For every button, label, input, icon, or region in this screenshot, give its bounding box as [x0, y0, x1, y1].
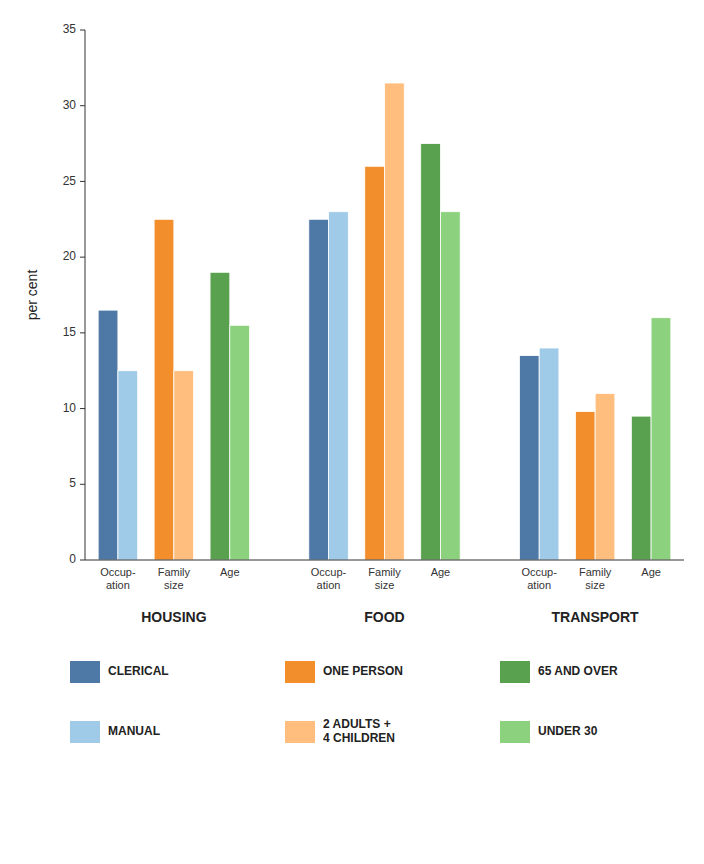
bar [519, 356, 539, 560]
bar [421, 144, 441, 560]
x-tick-label: Occup-ation [521, 566, 557, 591]
text-line: Occup- [521, 566, 557, 578]
text-line: ONE PERSON [323, 664, 403, 678]
y-tick [80, 30, 85, 31]
legend-swatch [500, 721, 530, 743]
x-tick-label: Familysize [579, 566, 612, 591]
text-line: Family [158, 566, 191, 578]
bar [575, 412, 595, 560]
y-tick [80, 181, 85, 182]
bar [631, 416, 651, 560]
x-tick-label: Occup-ation [311, 566, 347, 591]
y-tick-label: 5 [69, 476, 76, 490]
y-tick [80, 408, 85, 409]
legend-swatch [500, 661, 530, 683]
text-line: Occup- [311, 566, 347, 578]
bar [595, 393, 615, 560]
legend-swatch [285, 661, 315, 683]
group-label: FOOD [364, 609, 404, 625]
bar [230, 325, 250, 560]
bar [118, 371, 138, 560]
y-tick-label: 25 [63, 174, 77, 188]
x-tick-label: Occup-ation [100, 566, 136, 591]
y-tick-label: 15 [63, 325, 77, 339]
y-axis-label: per cent [24, 270, 40, 321]
y-tick-label: 20 [63, 249, 77, 263]
y-tick-label: 10 [63, 401, 77, 415]
bar [440, 212, 460, 560]
legend-label: UNDER 30 [538, 724, 598, 738]
text-line: size [375, 579, 395, 591]
legend-label: CLERICAL [108, 664, 169, 678]
bar [174, 371, 194, 560]
x-axis: Occup-ationFamilysizeAgeHOUSINGOccup-ati… [85, 560, 684, 625]
bar [539, 348, 559, 560]
legend-label: 2 ADULTS +4 CHILDREN [323, 717, 395, 745]
legend-label: MANUAL [108, 724, 160, 738]
bar [385, 83, 405, 560]
text-line: 65 AND OVER [538, 664, 618, 678]
x-tick-label: Age [431, 566, 451, 578]
bar [365, 166, 385, 560]
legend-label: ONE PERSON [323, 664, 403, 678]
text-line: size [585, 579, 605, 591]
text-line: Family [368, 566, 401, 578]
bars [98, 83, 671, 560]
y-tick [80, 332, 85, 333]
text-line: Age [220, 566, 240, 578]
group-label: TRANSPORT [552, 609, 640, 625]
text-line: UNDER 30 [538, 724, 598, 738]
x-tick-label: Familysize [368, 566, 401, 591]
text-line: Age [431, 566, 451, 578]
text-line: size [164, 579, 184, 591]
text-line: Age [641, 566, 661, 578]
chart: 05101520253035per centOccup-ationFamilys… [0, 0, 704, 864]
text-line: ation [527, 579, 551, 591]
y-tick [80, 257, 85, 258]
text-line: Occup- [100, 566, 136, 578]
bar [309, 219, 329, 560]
y-tick-label: 35 [63, 22, 77, 36]
text-line: 4 CHILDREN [323, 731, 395, 745]
bar [651, 318, 671, 560]
x-tick-label: Familysize [158, 566, 191, 591]
x-axis-line [85, 560, 684, 561]
text-line: CLERICAL [108, 664, 169, 678]
y-axis: 0 5 10 15 20 25 30 35 [63, 22, 85, 566]
text-line: ation [317, 579, 341, 591]
legend-swatch [285, 721, 315, 743]
y-tick [80, 560, 85, 561]
y-tick-label: 30 [63, 98, 77, 112]
bar [210, 272, 230, 560]
x-tick-label: Age [220, 566, 240, 578]
y-axis-line [85, 30, 86, 560]
group-label: HOUSING [141, 609, 206, 625]
text-line: ation [106, 579, 130, 591]
bar [154, 219, 174, 560]
text-line: Family [579, 566, 612, 578]
legend-swatch [70, 721, 100, 743]
y-tick [80, 484, 85, 485]
legend: CLERICAL MANUAL ONE PERSON 2 ADULTS +4 CHIL… [70, 661, 618, 745]
legend-swatch [70, 661, 100, 683]
y-tick-label: 0 [69, 552, 76, 566]
text-line: 2 ADULTS + [323, 717, 391, 731]
y-tick [80, 105, 85, 106]
bar [329, 212, 349, 560]
x-tick-label: Age [641, 566, 661, 578]
bar [98, 310, 118, 560]
text-line: MANUAL [108, 724, 160, 738]
legend-label: 65 AND OVER [538, 664, 618, 678]
